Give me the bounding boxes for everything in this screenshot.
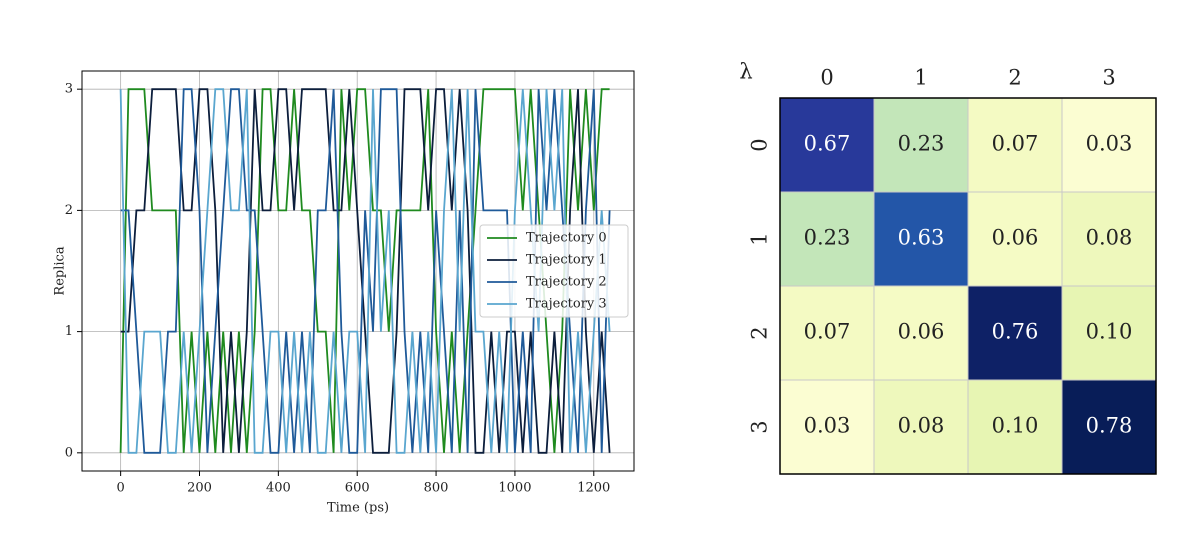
cell-label: 0.78 bbox=[1086, 414, 1133, 438]
cell-label: 0.06 bbox=[992, 226, 1039, 250]
x-tick-label: 0 bbox=[116, 481, 124, 496]
legend-label: Trajectory 1 bbox=[526, 253, 607, 268]
series-line bbox=[119, 88, 611, 454]
heatmap-frame bbox=[779, 97, 1157, 475]
x-tick-label: 200 bbox=[187, 481, 212, 496]
heatmap-cell bbox=[967, 191, 1063, 287]
x-tick-label: 600 bbox=[345, 481, 370, 496]
series-line bbox=[120, 88, 611, 454]
y-tick-label: 0 bbox=[65, 445, 73, 460]
legend-label: Trajectory 0 bbox=[526, 231, 607, 246]
cell-label: 0.03 bbox=[804, 414, 851, 438]
heatmap-cell bbox=[779, 285, 875, 381]
y-tick-label: 1 bbox=[65, 324, 73, 339]
column-label: 0 bbox=[820, 66, 833, 90]
cell-label: 0.07 bbox=[992, 132, 1039, 156]
cell-label: 0.03 bbox=[1086, 132, 1133, 156]
cell-label: 0.63 bbox=[898, 226, 945, 250]
series-line bbox=[119, 88, 610, 453]
x-tick-label: 800 bbox=[424, 481, 449, 496]
heatmap-cell bbox=[1061, 285, 1157, 381]
y-tick-label: 2 bbox=[65, 203, 73, 218]
x-tick-label: 1200 bbox=[577, 481, 610, 496]
heatmap-cell bbox=[967, 285, 1063, 381]
cell-label: 0.10 bbox=[1086, 320, 1133, 344]
x-tick-label: 400 bbox=[266, 481, 291, 496]
cell-label: 0.07 bbox=[804, 320, 851, 344]
x-tick-label: 1000 bbox=[498, 481, 531, 496]
column-label: 2 bbox=[1008, 66, 1021, 90]
y-tick-label: 3 bbox=[65, 82, 73, 97]
cell-label: 0.67 bbox=[804, 132, 851, 156]
legend-label: Trajectory 2 bbox=[526, 275, 607, 290]
corner-label: λ bbox=[739, 60, 752, 84]
heatmap-cell bbox=[873, 97, 969, 193]
legend-label: Trajectory 3 bbox=[526, 297, 607, 312]
row-label: 2 bbox=[748, 326, 772, 339]
column-label: 1 bbox=[914, 66, 927, 90]
row-label: 3 bbox=[748, 420, 772, 433]
cell-label: 0.23 bbox=[804, 226, 851, 250]
cell-label: 0.10 bbox=[992, 414, 1039, 438]
heatmap-cell bbox=[1061, 379, 1157, 475]
cell-label: 0.23 bbox=[898, 132, 945, 156]
heatmap-cell bbox=[1061, 97, 1157, 193]
axes-frame bbox=[81, 70, 635, 472]
heatmap-cell bbox=[967, 379, 1063, 475]
row-label: 0 bbox=[748, 138, 772, 151]
y-axis-label: Replica bbox=[53, 246, 68, 295]
row-label: 1 bbox=[748, 232, 772, 245]
x-axis-label: Time (ps) bbox=[327, 501, 389, 516]
heatmap-cell bbox=[779, 191, 875, 287]
column-label: 3 bbox=[1102, 66, 1115, 90]
legend-box bbox=[479, 224, 629, 318]
cell-label: 0.08 bbox=[898, 414, 945, 438]
cell-label: 0.06 bbox=[898, 320, 945, 344]
cell-label: 0.76 bbox=[992, 320, 1039, 344]
cell-label: 0.08 bbox=[1086, 226, 1133, 250]
heatmap-cell bbox=[779, 379, 875, 475]
